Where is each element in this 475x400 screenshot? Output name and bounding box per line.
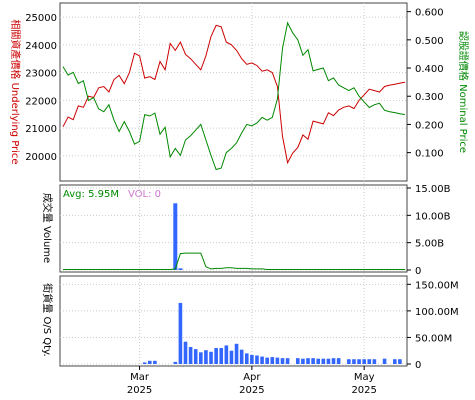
x-tick-year: 2025 [127,385,152,396]
osqty-bar [229,350,234,364]
osqty-bar [280,358,285,364]
right-tick-label: 100.00M [415,307,459,318]
volume-bar [178,268,183,270]
osqty-bar [306,358,310,364]
osqty-bar [392,359,397,364]
right-tick-label: 15.00B [415,184,451,195]
right-tick-label: 150.00M [415,280,459,291]
x-axis-labels: Mar 2025 Apr 2025 May 2025 [127,366,377,396]
right-tick-label: 0.300 [415,92,444,103]
x-tick-month: Mar [130,372,150,383]
osqty-axis-title: 街貨量 O/S Qty. [41,283,54,356]
osqty-bar [352,359,356,364]
osqty-bar [367,359,372,364]
osqty-bar [321,358,326,364]
osqty-bar [357,359,361,364]
avg-volume-line [63,252,405,270]
osqty-bar [219,348,224,364]
volume-axis-title: 成交量 Volume [41,193,54,263]
osqty-bar [188,347,193,364]
osqty-bar [311,358,315,364]
osqty-bar [260,356,264,364]
left-tick-label: 21000 [25,124,57,135]
osqty-bar [270,357,275,364]
osqty-bar [234,343,239,364]
left-tick-label: 22000 [25,96,57,107]
osqty-bars [142,302,402,364]
osqty-bar [199,352,203,364]
osqty-bar [382,358,387,364]
right-tick-label: 50.00M [415,333,452,344]
left-tick-label: 24000 [25,41,57,52]
vol-label: VOL: 0 [128,189,161,200]
osqty-bar [347,359,351,364]
osqty-bar [142,362,147,364]
x-tick-month: May [354,372,375,383]
right-tick-label: 0 [415,266,421,277]
osqty-bar [178,302,183,364]
right-tick-label: 5.00B [415,239,444,250]
x-tick-month: Apr [243,372,261,383]
osqty-bar [316,358,321,364]
volume-bars [173,203,183,270]
series-lines [62,21,406,270]
osqty-bar [362,359,366,364]
osqty-bar [285,358,290,364]
osqty-bar [204,350,208,364]
osqty-bar [209,351,213,364]
osqty-bar [193,349,198,364]
x-tick-year: 2025 [239,385,264,396]
left-tick-label: 20000 [25,152,57,163]
osqty-bar [183,341,188,364]
x-tick-year: 2025 [351,385,376,396]
underlying-price-line [62,24,406,165]
right-tick-label: 0.500 [415,36,444,47]
osqty-bar [265,357,269,364]
avg-volume-label: Avg: 5.95M [63,189,119,200]
osqty-bar [239,349,244,364]
nominal-price-axis-title: 認股證價格 Nominal Price [457,31,470,153]
osqty-bar [153,360,157,364]
osqty-bar [326,358,331,364]
right-tick-label: 0 [415,360,421,371]
left-tick-label: 25000 [25,13,57,24]
right-tick-label: 0.400 [415,64,444,75]
volume-panel-frame [59,184,408,273]
osqty-bar [372,359,377,364]
osqty-bar [173,361,178,364]
osqty-bar [250,354,254,364]
right-tick-label: 0.100 [415,149,444,160]
volume-bar [173,203,178,270]
nominal-price-line [62,21,406,171]
osqty-bar [147,360,152,364]
osqty-bar [331,358,336,364]
price-panel-frame [59,2,408,182]
osqty-bar [296,358,300,364]
osqty-bar [398,359,402,364]
osqty-bar [244,353,249,364]
right-tick-label: 0.200 [415,120,444,131]
right-tick-label: 0.600 [415,8,444,19]
osqty-bar [275,357,280,364]
axis-ticks: 20000 21000 22000 23000 24000 25000 0.100 0.200… [25,8,458,371]
osqty-panel-frame [59,275,408,367]
osqty-bar [214,348,218,364]
osqty-bar [301,358,305,364]
osqty-bar [255,355,259,364]
underlying-price-axis-title: 相關資產價格 Underlying Price [9,19,22,164]
osqty-bar [336,358,341,364]
left-tick-label: 23000 [25,69,57,80]
osqty-bar [224,345,229,364]
right-tick-label: 10.00B [415,211,451,222]
